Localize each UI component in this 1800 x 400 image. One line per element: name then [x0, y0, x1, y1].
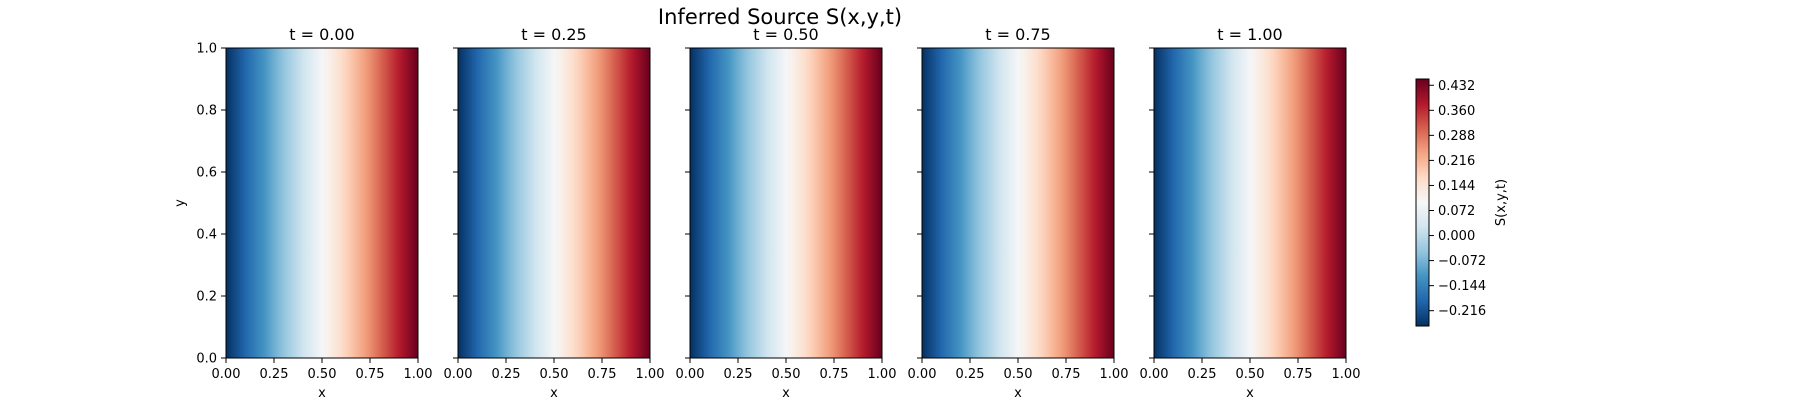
x-tick-label: 0.50: [1004, 367, 1033, 382]
y-tick-label: 0.2: [196, 290, 217, 305]
x-tick-label: 1.00: [636, 367, 665, 382]
x-axis-label: x: [1246, 386, 1254, 400]
colorbar-tick-label: −0.216: [1438, 304, 1486, 319]
y-axis-label: y: [173, 199, 188, 207]
x-tick-label: 0.25: [724, 367, 753, 382]
y-tick-label: 1.0: [196, 42, 217, 57]
heatmap-field: [922, 48, 1114, 358]
colorbar-tick-label: −0.072: [1438, 254, 1486, 269]
colorbar-tick-label: 0.432: [1438, 79, 1475, 94]
colorbar-label: S(x,y,t): [1494, 179, 1509, 226]
x-tick-label: 0.00: [444, 367, 473, 382]
panel-title: t = 0.00: [289, 25, 354, 44]
panel-5: t = 1.00 0.00 0.25 0.50 0.75 1.00 x: [1140, 25, 1361, 400]
colorbar-tick-label: 0.360: [1438, 104, 1475, 119]
heatmap-field: [458, 48, 650, 358]
x-tick-label: 0.25: [1188, 367, 1217, 382]
colorbar-tick-label: 0.144: [1438, 179, 1475, 194]
x-tick-label: 0.00: [676, 367, 705, 382]
colorbar-tick-label: 0.216: [1438, 154, 1475, 169]
colorbar-tick-label: 0.072: [1438, 204, 1475, 219]
x-tick-label: 0.50: [308, 367, 337, 382]
colorbar: 0.432 0.360 0.288 0.216 0.144 0.072 0.000 −0.07…: [1415, 78, 1509, 327]
x-axis-label: x: [1014, 386, 1022, 400]
x-tick-label: 0.75: [356, 367, 385, 382]
panel-title: t = 1.00: [1217, 25, 1282, 44]
y-tick-label: 0.6: [196, 166, 217, 181]
x-tick-label: 0.50: [772, 367, 801, 382]
y-tick-label: 0.4: [196, 228, 217, 243]
figure-title: Inferred Source S(x,y,t): [658, 5, 902, 29]
x-axis-label: x: [782, 386, 790, 400]
colorbar-tick-label: −0.144: [1438, 279, 1486, 294]
x-tick-label: 0.75: [1052, 367, 1081, 382]
panels: t = 0.00 0.00 0.25 0.50 0.75 1.00 x 0.0 0.2 0.4 0.…: [173, 25, 1360, 400]
panel-title: t = 0.50: [753, 25, 818, 44]
x-tick-label: 0.50: [1236, 367, 1265, 382]
x-tick-label: 1.00: [1332, 367, 1361, 382]
panel-1: t = 0.00 0.00 0.25 0.50 0.75 1.00 x 0.0 0.2 0.4 0.…: [173, 25, 432, 400]
x-axis-label: x: [318, 386, 326, 400]
x-tick-label: 0.25: [492, 367, 521, 382]
x-tick-label: 0.25: [956, 367, 985, 382]
x-tick-label: 0.75: [820, 367, 849, 382]
x-axis-label: x: [550, 386, 558, 400]
x-tick-label: 1.00: [1100, 367, 1129, 382]
x-tick-label: 0.50: [540, 367, 569, 382]
panel-2: t = 0.25 0.00 0.25 0.50 0.75 1.00 x: [444, 25, 665, 400]
panel-title: t = 0.75: [985, 25, 1050, 44]
x-tick-label: 0.25: [260, 367, 289, 382]
colorbar-tick-label: 0.000: [1438, 229, 1475, 244]
y-tick-label: 0.8: [196, 104, 217, 119]
x-tick-label: 0.75: [1284, 367, 1313, 382]
panel-4: t = 0.75 0.00 0.25 0.50 0.75 1.00 x: [908, 25, 1129, 400]
colorbar-frame: [1415, 78, 1430, 327]
panel-title: t = 0.25: [521, 25, 586, 44]
x-tick-label: 0.00: [908, 367, 937, 382]
colorbar-tick-label: 0.288: [1438, 129, 1475, 144]
heatmap-field: [690, 48, 882, 358]
heatmap-field: [226, 48, 418, 358]
x-tick-label: 1.00: [404, 367, 433, 382]
heatmap-field: [1154, 48, 1346, 358]
colorbar-gradient: [1416, 79, 1429, 326]
x-tick-label: 0.00: [212, 367, 241, 382]
x-tick-label: 0.00: [1140, 367, 1169, 382]
x-tick-label: 1.00: [868, 367, 897, 382]
y-tick-label: 0.0: [196, 352, 217, 367]
x-tick-label: 0.75: [588, 367, 617, 382]
panel-3: t = 0.50 0.00 0.25 0.50 0.75 1.00 x: [676, 25, 897, 400]
